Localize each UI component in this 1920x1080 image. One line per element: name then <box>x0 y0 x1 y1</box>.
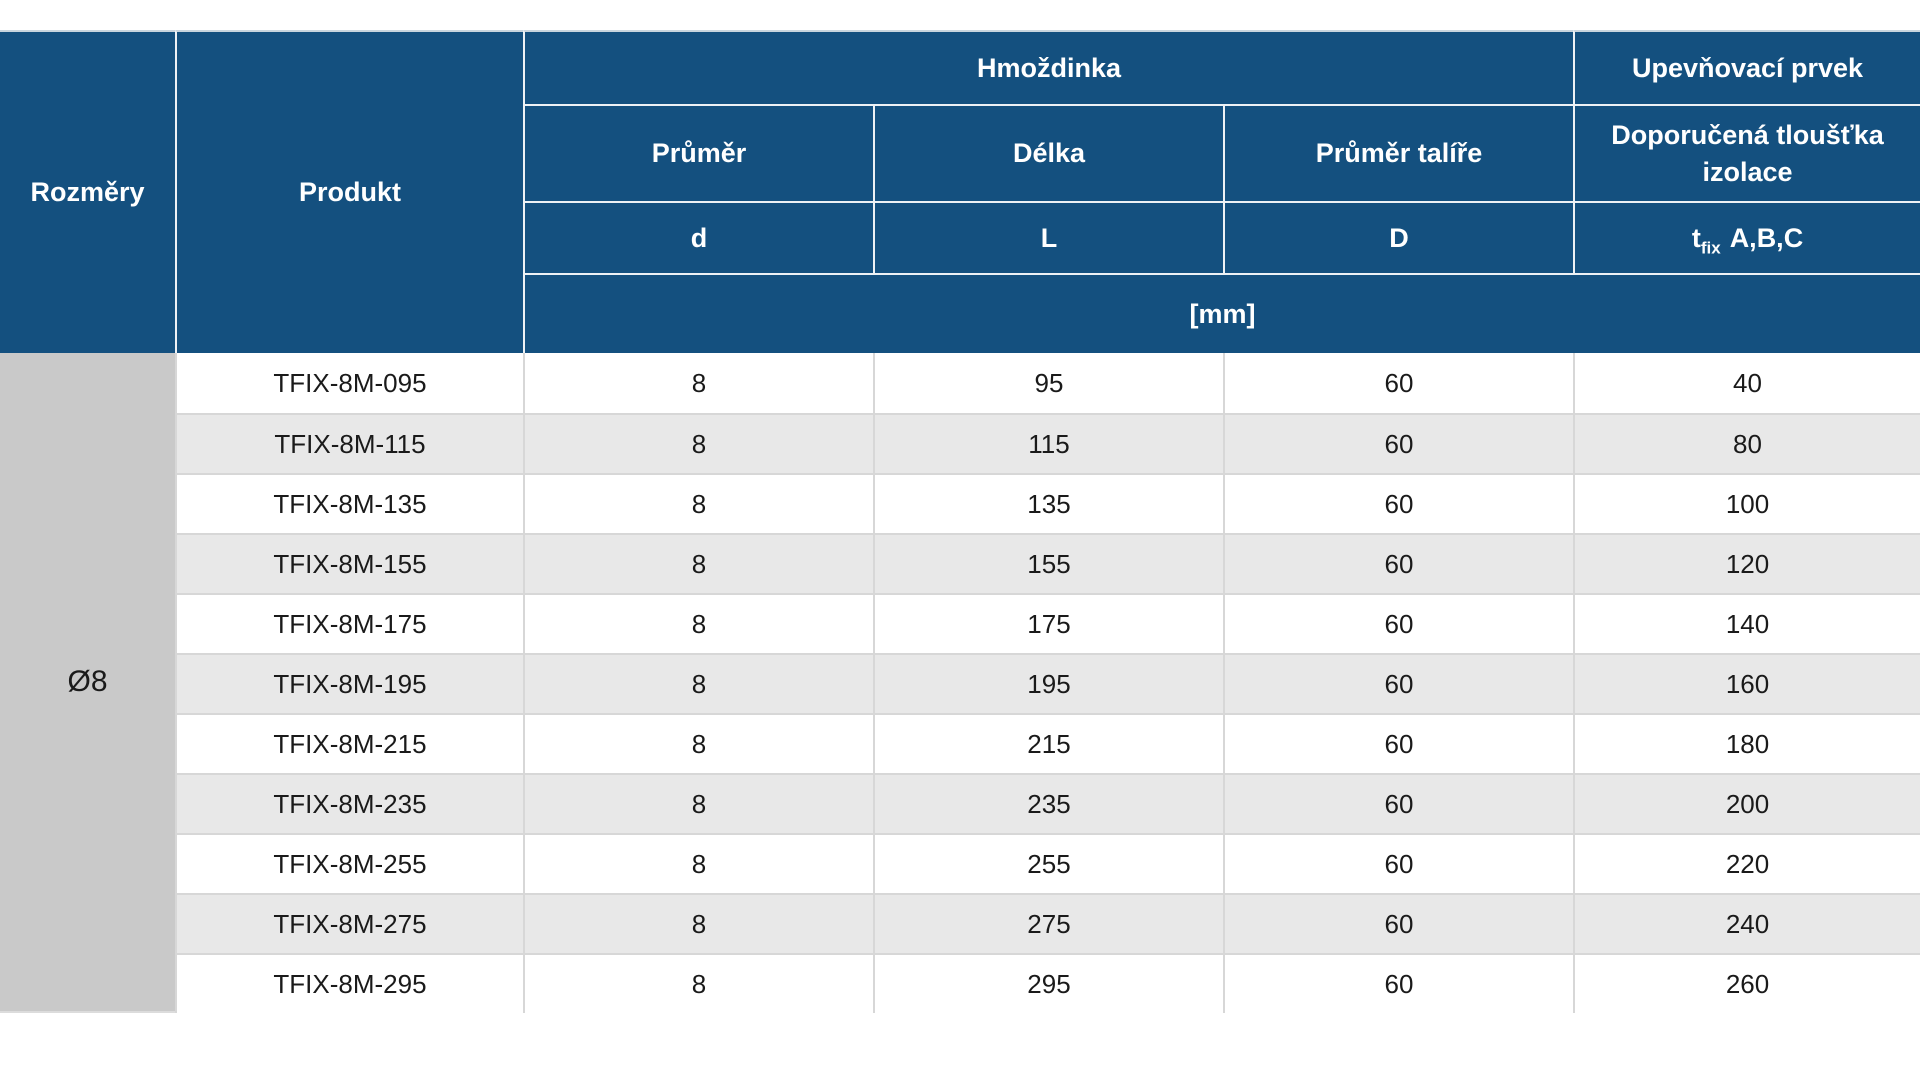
product-cell: TFIX-8M-215 <box>175 713 523 773</box>
table-row: TFIX-8M-195 8 195 60 160 <box>0 653 1920 713</box>
header-subtitle-row: Průměr Délka Průměr talíře Doporučená tl… <box>0 104 1920 201</box>
insulation-thickness-cell: 260 <box>1573 953 1920 1013</box>
table-row: TFIX-8M-135 8 135 60 100 <box>0 473 1920 533</box>
table-row: Ø8 TFIX-8M-095 8 95 60 40 <box>0 353 1920 1013</box>
tfix-subscript: fix <box>1700 238 1721 258</box>
dowel-length-cell: 95 <box>873 353 1223 413</box>
insulation-thickness-cell: 180 <box>1573 713 1920 773</box>
dowel-diameter-cell: 8 <box>523 833 873 893</box>
column-header-doporucena-tloustka: Doporučená tloušťka izolace <box>1573 104 1920 201</box>
unit-row: [mm] <box>0 273 1920 353</box>
dowel-length-cell: 175 <box>873 593 1223 653</box>
dowel-length-cell: 155 <box>873 533 1223 593</box>
size-group-cell: Ø8 <box>0 353 175 1013</box>
dowel-length-cell: 235 <box>873 773 1223 833</box>
table-row: TFIX-8M-295 8 295 60 260 <box>0 953 1920 1013</box>
dowel-length-cell: 215 <box>873 713 1223 773</box>
dowel-length-cell: 295 <box>873 953 1223 1013</box>
table-row: TFIX-8M-215 8 215 60 180 <box>0 713 1920 773</box>
product-cell: TFIX-8M-095 <box>175 353 523 413</box>
plate-diameter-cell: 60 <box>1223 533 1574 593</box>
table-body: Ø8 TFIX-8M-095 8 95 60 40 TFIX-8M-115 8 1… <box>0 353 1920 1013</box>
insulation-thickness-cell: 200 <box>1573 773 1920 833</box>
plate-diameter-cell: 60 <box>1223 893 1574 953</box>
dowel-diameter-cell: 8 <box>523 773 873 833</box>
dowel-diameter-cell: 8 <box>523 653 873 713</box>
table-row: TFIX-8M-275 8 275 60 240 <box>0 893 1920 953</box>
insulation-thickness-cell: 40 <box>1573 353 1920 413</box>
product-size-table: Rozměry Produkt Hmoždinka Upevňovací prv… <box>0 30 1920 1013</box>
symbol-D: D <box>1223 201 1574 273</box>
insulation-thickness-cell: 240 <box>1573 893 1920 953</box>
table-row: TFIX-8M-175 8 175 60 140 <box>0 593 1920 653</box>
product-cell: TFIX-8M-115 <box>175 413 523 473</box>
table-row: TFIX-8M-255 8 255 60 220 <box>0 833 1920 893</box>
plate-diameter-cell: 60 <box>1223 413 1574 473</box>
column-header-prumer: Průměr <box>523 104 873 201</box>
dowel-diameter-cell: 8 <box>523 473 873 533</box>
column-header-rozmery: Rozměry <box>0 30 175 353</box>
product-cell: TFIX-8M-295 <box>175 953 523 1013</box>
unit-label: [mm] <box>523 273 1920 353</box>
table-header: Rozměry Produkt Hmoždinka Upevňovací prv… <box>0 30 1920 353</box>
dowel-length-cell: 195 <box>873 653 1223 713</box>
dowel-length-cell: 255 <box>873 833 1223 893</box>
insulation-thickness-cell: 120 <box>1573 533 1920 593</box>
header-symbol-row: d L D tfix A,B,C <box>0 201 1920 273</box>
insulation-thickness-cell: 140 <box>1573 593 1920 653</box>
product-cell: TFIX-8M-275 <box>175 893 523 953</box>
column-header-produkt: Produkt <box>175 30 523 353</box>
column-group-hmozdinka: Hmoždinka <box>523 30 1574 104</box>
dowel-diameter-cell: 8 <box>523 593 873 653</box>
insulation-thickness-cell: 100 <box>1573 473 1920 533</box>
column-group-upevnovaci-prvek: Upevňovací prvek <box>1573 30 1920 104</box>
column-header-prumer-talire: Průměr talíře <box>1223 104 1574 201</box>
dowel-diameter-cell: 8 <box>523 893 873 953</box>
symbol-d: d <box>523 201 873 273</box>
product-cell: TFIX-8M-155 <box>175 533 523 593</box>
plate-diameter-cell: 60 <box>1223 653 1574 713</box>
dowel-diameter-cell: 8 <box>523 413 873 473</box>
symbol-L: L <box>873 201 1223 273</box>
symbol-tfix: tfix A,B,C <box>1573 201 1920 273</box>
insulation-thickness-cell: 160 <box>1573 653 1920 713</box>
insulation-thickness-cell: 80 <box>1573 413 1920 473</box>
dowel-diameter-cell: 8 <box>523 533 873 593</box>
plate-diameter-cell: 60 <box>1223 833 1574 893</box>
insulation-thickness-cell: 220 <box>1573 833 1920 893</box>
product-cell: TFIX-8M-175 <box>175 593 523 653</box>
plate-diameter-cell: 60 <box>1223 353 1574 413</box>
table-row: TFIX-8M-115 8 115 60 80 <box>0 413 1920 473</box>
plate-diameter-cell: 60 <box>1223 773 1574 833</box>
table-row: TFIX-8M-235 8 235 60 200 <box>0 773 1920 833</box>
product-cell: TFIX-8M-255 <box>175 833 523 893</box>
dowel-length-cell: 275 <box>873 893 1223 953</box>
plate-diameter-cell: 60 <box>1223 713 1574 773</box>
dowel-diameter-cell: 8 <box>523 713 873 773</box>
product-cell: TFIX-8M-135 <box>175 473 523 533</box>
dowel-length-cell: 115 <box>873 413 1223 473</box>
column-header-delka: Délka <box>873 104 1223 201</box>
product-cell: TFIX-8M-195 <box>175 653 523 713</box>
tfix-suffix: A,B,C <box>1729 222 1804 253</box>
tfix-base: t <box>1691 222 1701 253</box>
header-group-row: Rozměry Produkt Hmoždinka Upevňovací prv… <box>0 30 1920 353</box>
table-row: TFIX-8M-155 8 155 60 120 <box>0 533 1920 593</box>
dowel-diameter-cell: 8 <box>523 353 873 413</box>
plate-diameter-cell: 60 <box>1223 953 1574 1013</box>
dowel-length-cell: 135 <box>873 473 1223 533</box>
dowel-diameter-cell: 8 <box>523 953 873 1013</box>
plate-diameter-cell: 60 <box>1223 473 1574 533</box>
product-cell: TFIX-8M-235 <box>175 773 523 833</box>
plate-diameter-cell: 60 <box>1223 593 1574 653</box>
